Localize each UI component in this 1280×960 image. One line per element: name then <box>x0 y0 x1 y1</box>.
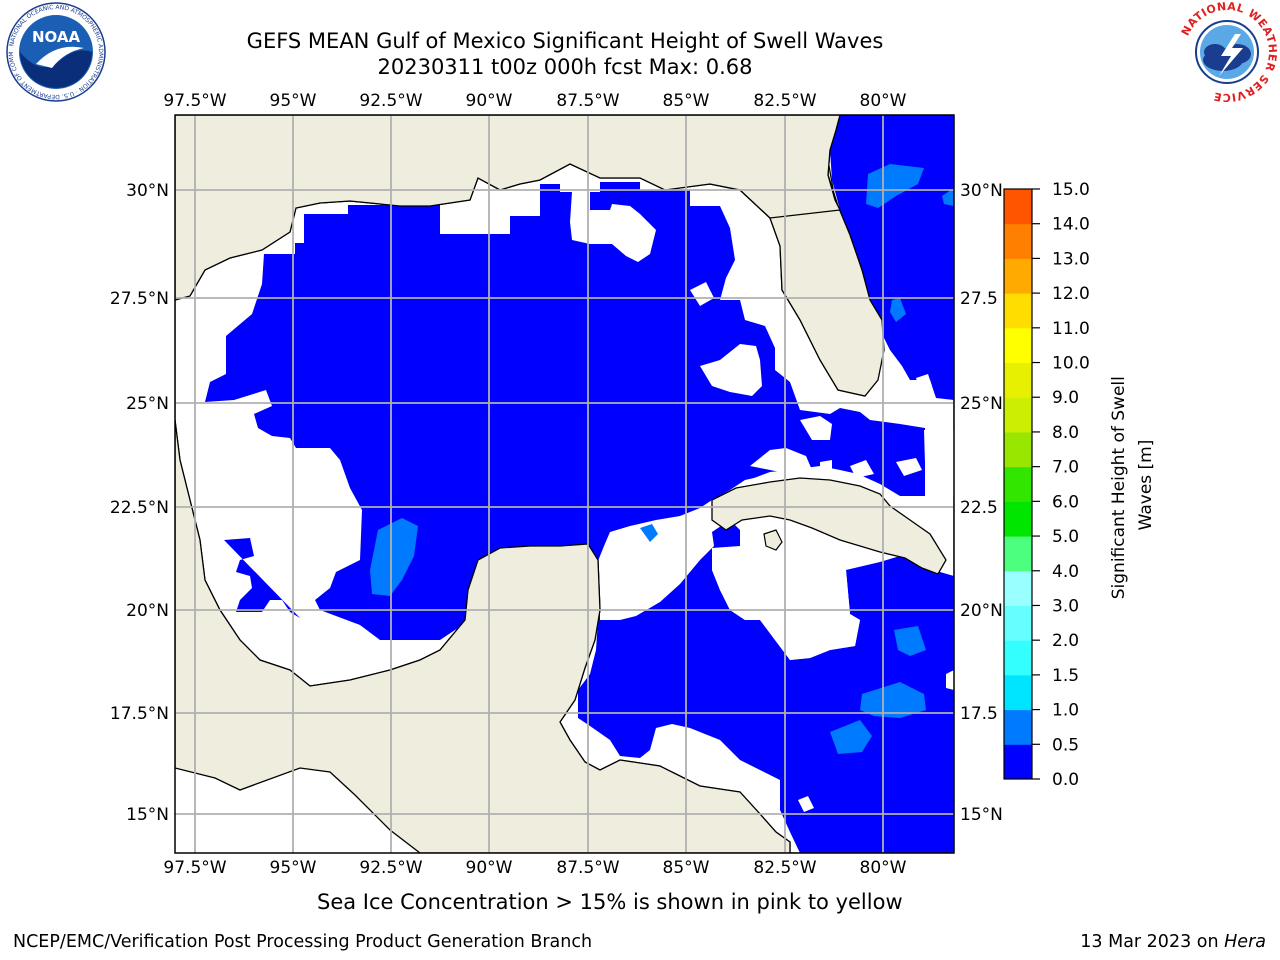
lat-tick-right: 20°N <box>960 601 1003 621</box>
lat-tick-right: 30°N <box>960 181 1003 201</box>
lat-tick-left: 17.5°N <box>110 704 169 724</box>
lon-tick-top: 97.5°W <box>163 91 226 111</box>
colorbar-tick-label: 9.0 <box>1052 388 1079 408</box>
lon-tick-top: 82.5°W <box>753 91 816 111</box>
lat-tick-left: 25°N <box>126 394 169 414</box>
colorbar-label: Significant Height of Swell Waves [m] <box>1109 371 1156 600</box>
colorbar-tick-label: 0.5 <box>1052 735 1079 755</box>
lon-tick-top: 90°W <box>466 91 513 111</box>
date-text: 13 Mar 2023 on <box>1080 932 1224 952</box>
colorbar-tick-label: 1.5 <box>1052 666 1079 686</box>
lon-tick-bottom: 87.5°W <box>556 858 619 878</box>
lat-tick-right: 22.5 <box>960 498 998 518</box>
colorbar-tick-label: 2.0 <box>1052 631 1079 651</box>
colorbar-tick-label: 1.0 <box>1052 701 1079 721</box>
credit-text: NCEP/EMC/Verification Post Processing Pr… <box>13 932 592 952</box>
colorbar-tick-label: 7.0 <box>1052 458 1079 478</box>
date-stamp: 13 Mar 2023 on Hera <box>1080 932 1266 952</box>
colorbar-segment <box>1004 224 1032 259</box>
colorbar-tick-label: 12.0 <box>1052 284 1090 304</box>
colorbar-tick-label: 6.0 <box>1052 492 1079 512</box>
colorbar-tick-label: 10.0 <box>1052 354 1090 374</box>
colorbar-tick-label: 11.0 <box>1052 319 1090 339</box>
colorbar-tick-label: 15.0 <box>1052 180 1090 200</box>
colorbar-tick-label: 8.0 <box>1052 423 1079 443</box>
colorbar-segment <box>1004 189 1032 224</box>
lat-tick-right: 15°N <box>960 805 1003 825</box>
colorbar-label-line2: Waves [m] <box>1136 440 1156 531</box>
colorbar-segment <box>1004 675 1032 710</box>
colorbar-segment <box>1004 536 1032 571</box>
colorbar-tick-label: 4.0 <box>1052 562 1079 582</box>
lat-tick-right: 25°N <box>960 394 1003 414</box>
map-area <box>175 90 954 853</box>
colorbar: 0.0 0.5 1.0 1.5 2.0 3.0 4.0 5.0 6.0 7.0 8.0 9.0 10.0… <box>1004 180 1090 790</box>
colorbar-segment <box>1004 432 1032 467</box>
lon-tick-bottom: 85°W <box>663 858 710 878</box>
colorbar-segment <box>1004 710 1032 745</box>
colorbar-segment <box>1004 397 1032 432</box>
lat-tick-left: 27.5°N <box>110 289 169 309</box>
colorbar-segment <box>1004 605 1032 640</box>
lon-tick-bottom: 90°W <box>466 858 513 878</box>
sea-ice-note: Sea Ice Concentration > 15% is shown in … <box>317 890 903 914</box>
colorbar-segment <box>1004 744 1032 779</box>
lon-tick-bottom: 97.5°W <box>163 858 226 878</box>
colorbar-segment <box>1004 467 1032 502</box>
lon-tick-top: 92.5°W <box>359 91 422 111</box>
colorbar-tick-label: 5.0 <box>1052 527 1079 547</box>
colorbar-tick-label: 0.0 <box>1052 770 1079 790</box>
lat-tick-right: 27.5 <box>960 289 998 309</box>
lon-tick-top: 85°W <box>663 91 710 111</box>
lat-tick-left: 15°N <box>126 805 169 825</box>
colorbar-segment <box>1004 501 1032 536</box>
lat-tick-left: 22.5°N <box>110 498 169 518</box>
colorbar-segment <box>1004 293 1032 328</box>
lon-tick-bottom: 95°W <box>270 858 317 878</box>
lat-tick-right: 17.5 <box>960 704 998 724</box>
lat-tick-left: 30°N <box>126 181 169 201</box>
lon-tick-top: 80°W <box>860 91 907 111</box>
lon-tick-bottom: 82.5°W <box>753 858 816 878</box>
masked-hole-right-edge <box>924 430 954 496</box>
colorbar-label-line1: Significant Height of Swell <box>1109 376 1129 599</box>
lon-tick-bottom: 80°W <box>860 858 907 878</box>
colorbar-segment <box>1004 328 1032 363</box>
colorbar-segment <box>1004 258 1032 293</box>
machine-name: Hera <box>1224 932 1266 952</box>
colorbar-segment <box>1004 571 1032 606</box>
colorbar-segment <box>1004 640 1032 675</box>
colorbar-tick-label: 14.0 <box>1052 215 1090 235</box>
masked-hole-bahamas-d <box>820 460 832 474</box>
colorbar-tick-label: 3.0 <box>1052 596 1079 616</box>
colorbar-segment <box>1004 363 1032 398</box>
lon-tick-top: 87.5°W <box>556 91 619 111</box>
colorbar-tick-label: 13.0 <box>1052 249 1090 269</box>
lat-tick-left: 20°N <box>126 601 169 621</box>
lon-tick-top: 95°W <box>270 91 317 111</box>
lon-tick-bottom: 92.5°W <box>359 858 422 878</box>
